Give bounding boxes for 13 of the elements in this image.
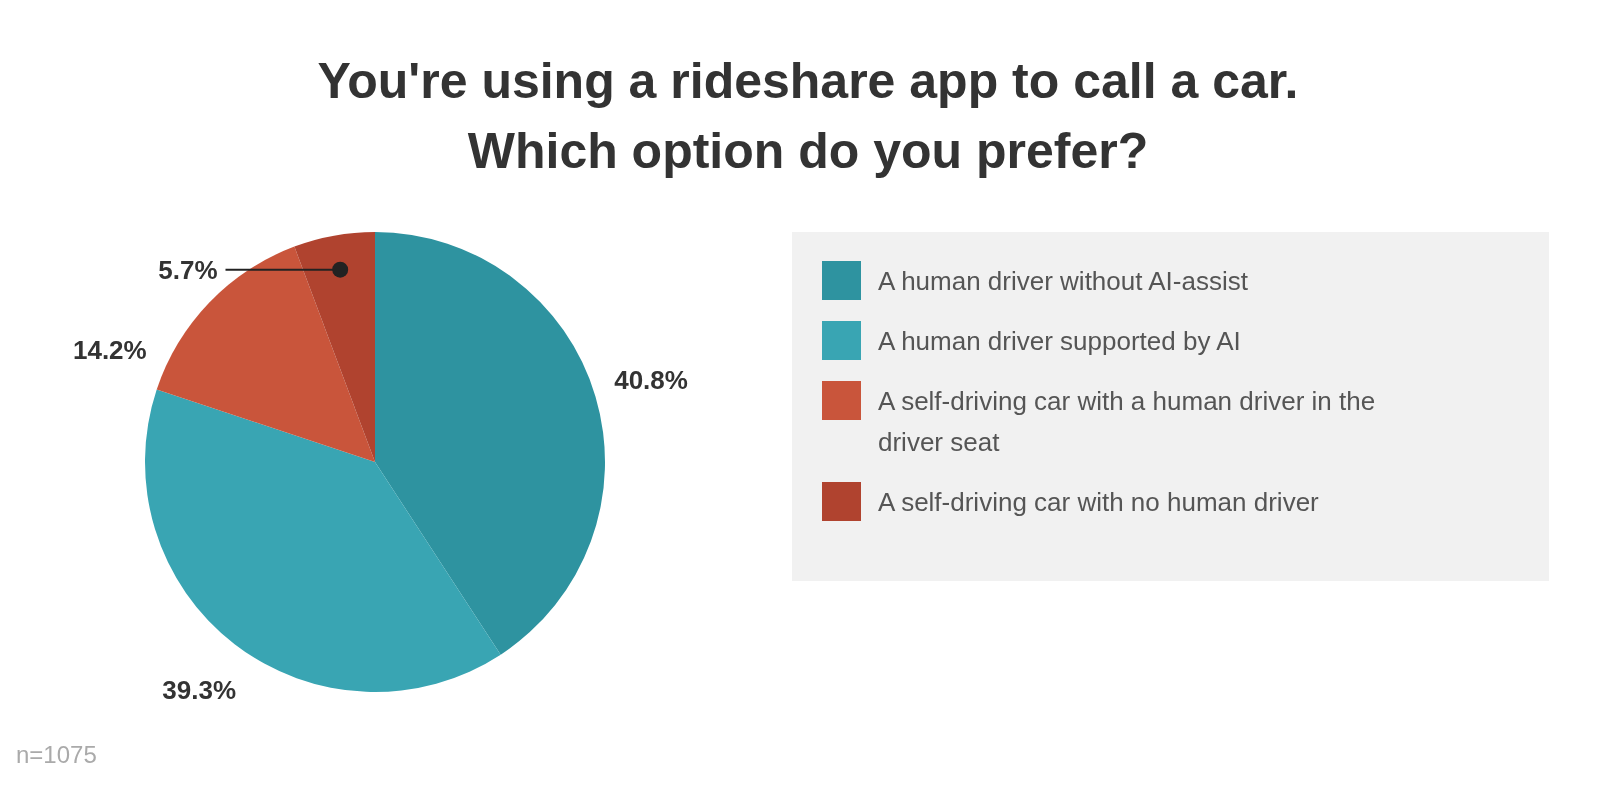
pie-slice xyxy=(156,246,375,462)
data-label: 5.7% xyxy=(158,254,218,285)
data-label: 40.8% xyxy=(614,365,688,396)
data-label: 14.2% xyxy=(72,334,147,365)
legend-label: A self-driving car with no human driver xyxy=(878,487,1320,518)
pie-slice xyxy=(294,232,375,462)
text: n=1075 xyxy=(16,741,97,768)
legend-label: A self-driving car with a human driver in the driver seat xyxy=(878,386,1376,458)
pie-slice xyxy=(375,232,605,655)
legend-label: A human driver supported by AI xyxy=(878,326,1241,357)
legend-label: A human driver without AI-assist xyxy=(878,266,1249,297)
data-label: 39.3% xyxy=(162,675,237,706)
chart-title: You're using a rideshare app to call a car. Which option do you prefer? xyxy=(317,53,1299,179)
